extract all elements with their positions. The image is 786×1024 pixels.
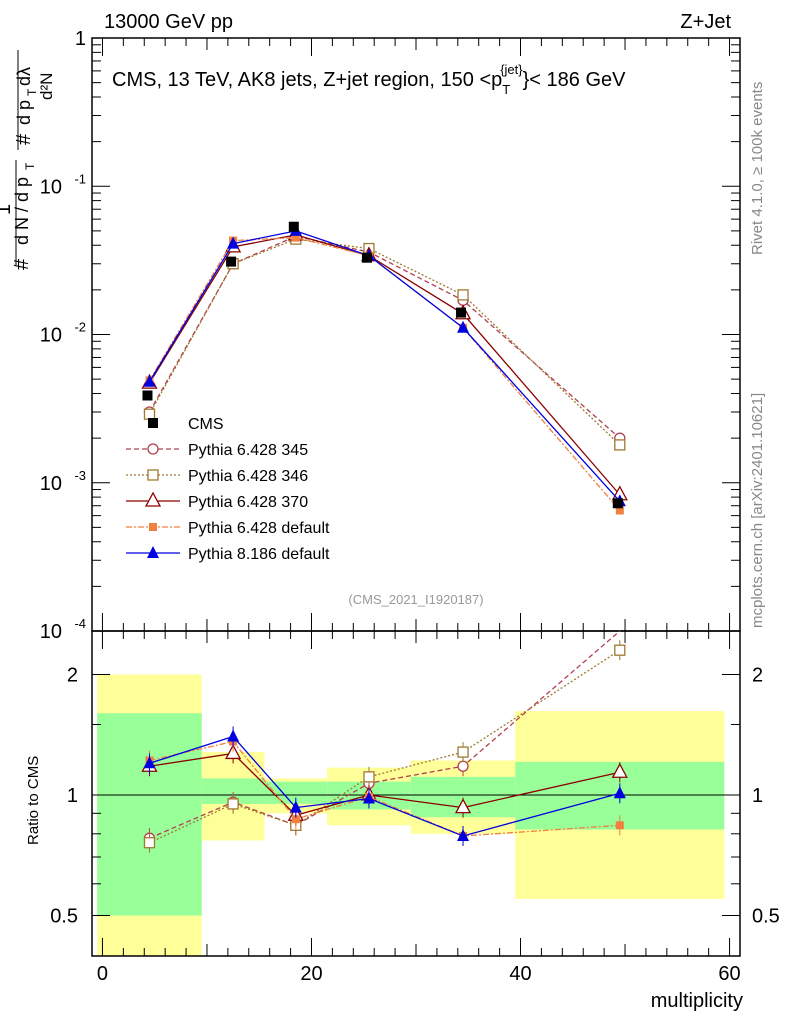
- series-point: [143, 408, 156, 420]
- series-point: [143, 374, 156, 387]
- axes: 1 10 -1 10 -2 10 -3 10 -4 2 2 1 1 0.5 0.5 0 20 40 60: [40, 28, 780, 985]
- legend-label: Pythia 8.186 default: [188, 546, 330, 563]
- legend-label: Pythia 6.428 345: [188, 442, 308, 459]
- ratio-point: [362, 791, 375, 804]
- ratio-band-inner: [97, 713, 202, 916]
- ratio-point: [227, 729, 240, 742]
- svg-text:#: #: [11, 258, 33, 270]
- ratio-tick-label: 1: [67, 785, 78, 807]
- ratio-y-label: Ratio to CMS: [25, 756, 42, 845]
- ratio-point: [614, 644, 626, 656]
- x-tick-label: 20: [300, 963, 322, 985]
- x-tick-label: 0: [97, 963, 108, 985]
- svg-text:d p: d p: [14, 100, 34, 125]
- ratio-tick-label-right: 0.5: [752, 906, 780, 928]
- series-point: [457, 320, 470, 333]
- data-point: [456, 307, 467, 318]
- ratio-point: [457, 828, 470, 841]
- ratio-band-inner: [264, 781, 328, 804]
- series-line: [148, 237, 621, 511]
- svg-text:d²N: d²N: [37, 73, 56, 100]
- ratio-tick-label-right: 1: [752, 785, 763, 807]
- ratio-point: [611, 762, 628, 778]
- ratio-point: [613, 786, 626, 799]
- data-point: [142, 390, 153, 401]
- legend-marker: [148, 418, 158, 428]
- y-tick-label: 10: [40, 325, 62, 347]
- mcplots-label: mcplots.cern.ch [arXiv:2401.10621]: [749, 393, 766, 628]
- legend-label: CMS: [188, 416, 224, 433]
- y-tick-label: 10: [40, 473, 62, 495]
- y-axis-label: # d N / d p T 1 # d p T dλ: [0, 50, 39, 270]
- series-point: [614, 439, 626, 451]
- y-tick-exponent: -2: [74, 320, 86, 335]
- y-tick-label: 10: [40, 621, 62, 643]
- legend-label: Pythia 6.428 default: [188, 520, 330, 537]
- ratio-line: [149, 735, 620, 837]
- main-frame: [91, 37, 741, 632]
- ratio-tick-label: 0.5: [50, 906, 78, 928]
- x-tick-label: 60: [718, 963, 740, 985]
- uncertainty-bands: [97, 674, 725, 956]
- legend-marker: [149, 523, 157, 531]
- svg-text:T: T: [25, 88, 39, 96]
- series-point: [291, 233, 300, 242]
- watermark: (CMS_2021_I1920187): [348, 592, 483, 607]
- data-point: [612, 498, 623, 509]
- x-axis-label: multiplicity: [651, 990, 743, 1012]
- chart-title: CMS, 13 TeV, AK8 jets, Z+jet region, 150…: [112, 62, 626, 97]
- ratio-point: [454, 798, 472, 814]
- header-right: Z+Jet: [680, 11, 731, 33]
- series-lines: [141, 221, 628, 853]
- legend-label: Pythia 6.428 370: [188, 494, 308, 511]
- y-axis-label-numerator: d²N: [37, 73, 56, 100]
- ratio-point: [363, 771, 375, 783]
- ratio-tick-label: 2: [67, 665, 78, 687]
- legend-marker: [147, 443, 159, 455]
- ratio-line: [149, 649, 621, 844]
- ratio-point: [143, 756, 156, 769]
- ratio-tick-label-right: 2: [752, 665, 763, 687]
- ratio-point: [289, 800, 302, 813]
- x-tick-label: 40: [509, 963, 531, 985]
- ratio-point: [291, 815, 300, 824]
- header-left: 13000 GeV pp: [104, 11, 233, 33]
- data-point: [361, 252, 372, 263]
- series-point: [615, 506, 624, 515]
- svg-text:1: 1: [0, 204, 15, 215]
- svg-text:d N / d p: d N / d p: [12, 177, 32, 245]
- ratio-point: [615, 821, 624, 830]
- y-tick-label: 10: [40, 176, 62, 198]
- legend-marker: [144, 491, 162, 507]
- ratio-point: [225, 744, 242, 760]
- series-point: [457, 289, 469, 301]
- ratio-point: [227, 798, 239, 810]
- y-tick-label: 1: [75, 28, 86, 50]
- legend-label: Pythia 6.428 346: [188, 468, 308, 485]
- y-tick-exponent: -3: [74, 468, 86, 483]
- svg-text:#: #: [13, 133, 35, 145]
- series-line: [148, 234, 621, 496]
- data-point: [288, 221, 299, 232]
- ratio-point: [457, 746, 469, 758]
- y-tick-exponent: -1: [74, 171, 86, 186]
- legend: CMS Pythia 6.428 345 Pythia 6.428 346 Pythi…: [126, 416, 330, 563]
- series-point: [227, 236, 240, 249]
- ratio-line: [149, 752, 620, 816]
- svg-text:T: T: [23, 162, 37, 170]
- series-line: [148, 235, 621, 439]
- legend-marker: [147, 469, 159, 481]
- rivet-version-label: Rivet 4.1.0, ≥ 100k events: [749, 82, 766, 255]
- series-line: [148, 230, 621, 502]
- data-point: [226, 256, 237, 267]
- ratio-point: [143, 837, 156, 849]
- svg-text:dλ: dλ: [14, 67, 34, 86]
- ratio-line: [149, 630, 621, 839]
- ratio-point: [457, 760, 469, 772]
- legend-marker: [147, 546, 159, 558]
- y-tick-exponent: -4: [74, 616, 86, 631]
